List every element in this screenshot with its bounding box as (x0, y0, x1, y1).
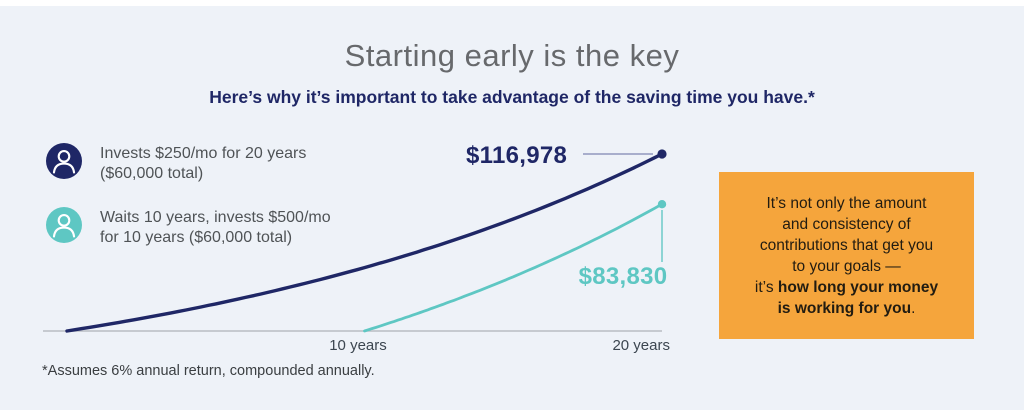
legend-label: Waits 10 years, invests $500/mo for 10 y… (100, 209, 331, 246)
legend-item-early-investor: Invests $250/mo for 20 years ($60,000 to… (46, 143, 306, 183)
x-tick-10-years: 10 years (329, 337, 387, 354)
person-icon (46, 143, 82, 179)
legend-label: Invests $250/mo for 20 years ($60,000 to… (100, 145, 307, 182)
series-endpoint-late (657, 200, 667, 209)
page-title: Starting early is the key (344, 38, 680, 73)
legend-item-late-investor: Waits 10 years, invests $500/mo for 10 y… (46, 207, 331, 247)
series-endpoint-early (657, 149, 667, 159)
x-tick-20-years: 20 years (612, 337, 670, 354)
growth-line-chart (43, 149, 667, 333)
person-icon (46, 207, 82, 243)
end-value-early-investor: $116,978 (466, 142, 568, 169)
key-message-callout: It’s not only the amount and consistency… (719, 172, 974, 339)
page-subtitle: Here’s why it’s important to take advant… (209, 87, 815, 107)
key-message-text: It’s not only the amount and consistency… (754, 194, 939, 317)
series-line-early-investor (65, 152, 664, 333)
assumption-footnote: *Assumes 6% annual return, compounded an… (42, 363, 375, 379)
series-line-late-investor (363, 202, 664, 333)
end-value-late-investor: $83,830 (578, 263, 668, 290)
